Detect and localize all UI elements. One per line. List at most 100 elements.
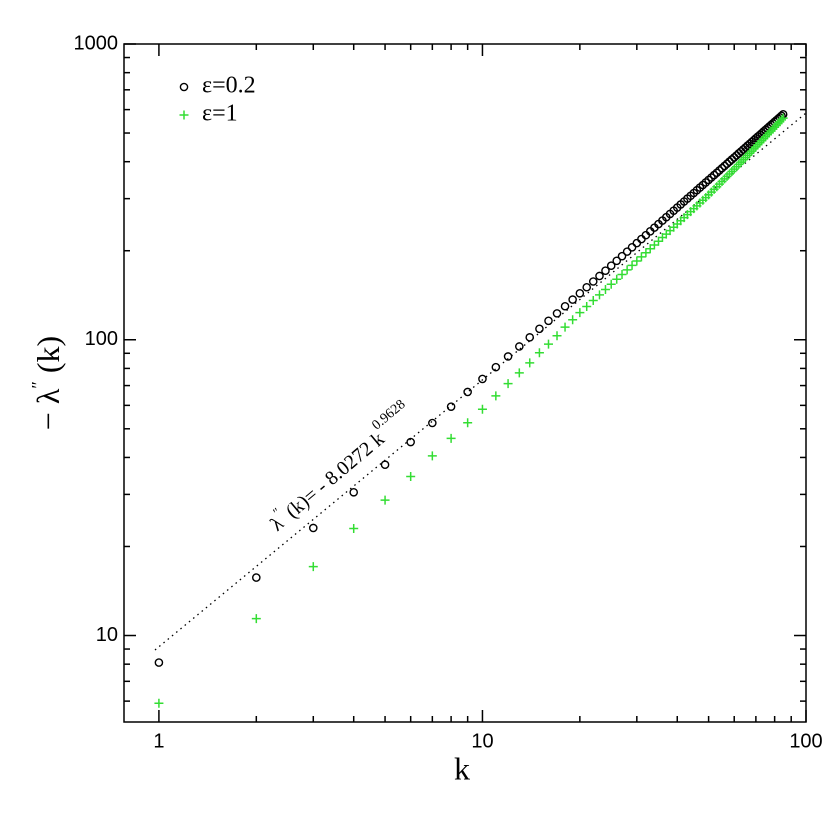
data-point: [753, 140, 763, 150]
data-point: [738, 155, 748, 165]
data-point: [503, 379, 513, 389]
data-point: [627, 243, 637, 252]
data-point: [617, 270, 627, 280]
y-tick-label: 100: [85, 328, 118, 350]
data-point: [251, 614, 261, 624]
plot-frame: [123, 43, 807, 723]
data-point: [777, 115, 787, 125]
data-point: [645, 244, 655, 254]
data-point: [622, 247, 632, 256]
data-point: [552, 309, 562, 318]
data-point: [525, 358, 535, 368]
data-point: [491, 362, 501, 372]
data-point: [747, 146, 757, 156]
data-point: [632, 256, 642, 266]
data-point: [712, 168, 722, 178]
data-point: [525, 333, 535, 342]
data-point: [543, 339, 553, 349]
legend-label: ε=1: [202, 101, 238, 127]
data-point: [606, 261, 616, 270]
data-point: [582, 282, 592, 292]
data-point: [503, 352, 513, 361]
data-point: [349, 524, 359, 534]
data-point: [755, 138, 765, 148]
data-point: [406, 471, 416, 481]
data-point: [617, 251, 627, 261]
data-point: [349, 487, 359, 497]
data-point: [568, 315, 578, 325]
legend-marker: [179, 110, 189, 120]
data-point: [560, 301, 570, 311]
data-point: [534, 348, 544, 358]
annotation-part: 0.9628: [370, 397, 409, 433]
data-point: [778, 113, 788, 123]
data-point: [732, 162, 742, 172]
data-point: [717, 163, 727, 173]
data-point: [154, 658, 164, 667]
data-point: [632, 238, 642, 248]
data-point: [715, 166, 724, 175]
data-point: [601, 266, 610, 275]
data-point: [720, 161, 729, 171]
data-point: [622, 265, 632, 275]
x-tick-label: 100: [789, 730, 822, 752]
y-tick-label: 1000: [74, 32, 119, 54]
data-point: [595, 271, 604, 281]
data-point: [606, 279, 616, 289]
data-point: [749, 144, 759, 154]
data-point: [446, 402, 456, 411]
data-point: [627, 260, 637, 270]
data-point: [544, 316, 553, 326]
data-point: [515, 342, 524, 351]
y-tick-label: 10: [96, 624, 118, 646]
data-point: [612, 274, 622, 284]
y-label-part: ″: [28, 381, 48, 389]
data-point: [588, 296, 598, 306]
data-point: [575, 308, 585, 318]
data-point: [637, 234, 646, 244]
data-point: [491, 391, 501, 401]
y-label-part: (k): [30, 336, 66, 381]
x-axis-label: k: [454, 750, 470, 786]
x-tick-label: 10: [471, 730, 493, 752]
fit-annotation: λ″ (k)= - 8.0272 k0.9628: [261, 397, 418, 535]
data-point: [575, 288, 585, 298]
data-point: [743, 150, 753, 160]
data-point: [594, 290, 604, 300]
data-point: [722, 159, 732, 169]
legend-marker: [179, 82, 189, 92]
data-point: [252, 573, 261, 582]
data-point: [612, 256, 622, 266]
data-point: [568, 295, 577, 304]
data-point: [535, 324, 544, 334]
data-point: [427, 451, 437, 461]
data-point: [380, 460, 390, 470]
data-point: [707, 173, 716, 182]
data-point: [751, 142, 761, 152]
data-point: [636, 252, 646, 262]
data-point: [477, 404, 487, 414]
data-point: [588, 277, 598, 286]
data-point: [757, 136, 767, 146]
data-point: [380, 495, 390, 505]
data-point: [582, 301, 592, 311]
data-point: [446, 433, 456, 443]
data-point: [600, 284, 610, 294]
data-point: [478, 374, 487, 384]
data-point: [154, 698, 164, 708]
legend-label: ε=0.2: [202, 73, 256, 99]
x-tick-label: 1: [153, 730, 164, 752]
data-point: [745, 148, 755, 158]
data-point: [463, 387, 472, 397]
data-point: [709, 170, 719, 180]
data-point: [725, 157, 734, 166]
data-point: [740, 153, 750, 163]
data-point: [463, 418, 473, 428]
data-point: [560, 322, 570, 332]
data-point: [649, 240, 659, 250]
data-point: [428, 418, 437, 428]
data-point: [552, 331, 562, 341]
data-point: [641, 248, 651, 258]
data-point: [308, 523, 318, 533]
